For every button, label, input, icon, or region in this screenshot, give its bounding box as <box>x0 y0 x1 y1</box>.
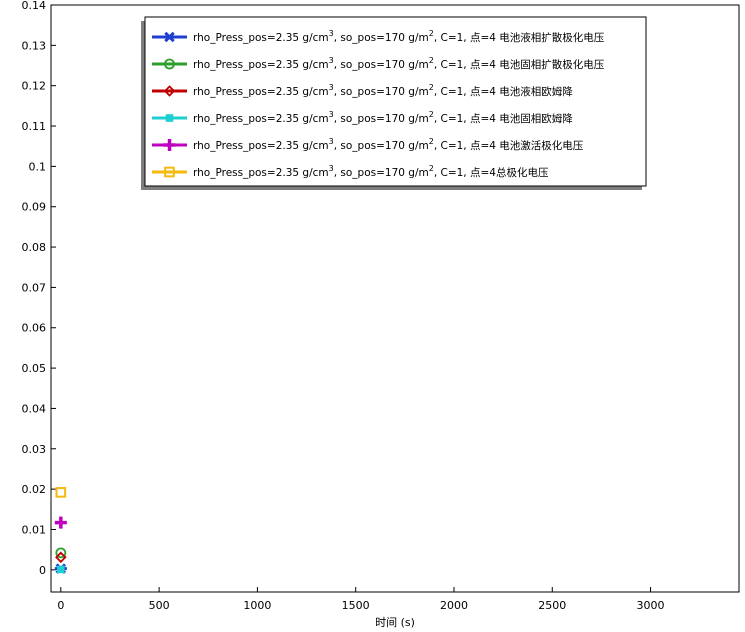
y-tick-label: 0.08 <box>22 241 47 254</box>
y-tick-label: 0.12 <box>22 80 47 93</box>
x-tick-label: 0 <box>57 599 64 612</box>
data-point-5 <box>54 516 67 529</box>
x-tick-label: 2000 <box>440 599 468 612</box>
legend-label: rho_Press_pos=2.35 g/cm3, so_pos=170 g/m… <box>193 110 573 125</box>
legend-label: rho_Press_pos=2.35 g/cm3, so_pos=170 g/m… <box>193 164 549 179</box>
legend-item-3: rho_Press_pos=2.35 g/cm3, so_pos=170 g/m… <box>152 83 573 98</box>
legend-item-4: rho_Press_pos=2.35 g/cm3, so_pos=170 g/m… <box>152 110 573 125</box>
legend-item-6: rho_Press_pos=2.35 g/cm3, so_pos=170 g/m… <box>152 164 549 179</box>
x-axis-title: 时间 (s) <box>375 616 415 629</box>
y-tick-label: 0.14 <box>22 0 47 12</box>
legend-marker <box>163 139 176 151</box>
y-tick-label: 0.07 <box>22 281 47 294</box>
y-tick-label: 0.01 <box>22 523 47 536</box>
data-point-6 <box>55 487 67 498</box>
legend-label: rho_Press_pos=2.35 g/cm3, so_pos=170 g/m… <box>193 56 605 71</box>
y-tick-label: 0.13 <box>22 39 47 52</box>
legend-label: rho_Press_pos=2.35 g/cm3, so_pos=170 g/m… <box>193 83 573 98</box>
y-tick-label: 0.06 <box>22 322 47 335</box>
legend-marker <box>164 166 175 178</box>
x-tick-label: 2500 <box>538 599 566 612</box>
y-tick-label: 0.05 <box>22 362 47 375</box>
legend-marker <box>164 58 175 70</box>
legend-item-2: rho_Press_pos=2.35 g/cm3, so_pos=170 g/m… <box>152 56 605 71</box>
y-axis: 0 0.01 0.02 0.03 0.04 0.05 0.06 0.07 0.08 0.09 0.1… <box>22 0 56 577</box>
y-tick-label: 0 <box>39 564 46 577</box>
y-tick-label: 0.02 <box>22 483 47 496</box>
data-points <box>54 487 67 574</box>
legend: rho_Press_pos=2.35 g/cm3, so_pos=170 g/m… <box>141 16 647 190</box>
x-tick-label: 1500 <box>342 599 370 612</box>
y-tick-label: 0.03 <box>22 443 47 456</box>
legend-label: rho_Press_pos=2.35 g/cm3, so_pos=170 g/m… <box>193 137 584 152</box>
legend-label: rho_Press_pos=2.35 g/cm3, so_pos=170 g/m… <box>193 29 605 44</box>
x-tick-label: 500 <box>149 599 170 612</box>
y-tick-label: 0.1 <box>29 160 47 173</box>
data-point-4 <box>57 565 65 574</box>
x-tick-label: 1000 <box>243 599 271 612</box>
y-tick-label: 0.11 <box>22 120 47 133</box>
legend-marker <box>163 31 176 43</box>
x-axis: 0 500 1000 1500 2000 2500 3000 <box>57 587 665 612</box>
y-tick-label: 0.04 <box>22 402 47 415</box>
data-point-2 <box>55 547 67 559</box>
legend-item-1: rho_Press_pos=2.35 g/cm3, so_pos=170 g/m… <box>152 29 605 44</box>
legend-item-5: rho_Press_pos=2.35 g/cm3, so_pos=170 g/m… <box>152 137 584 152</box>
legend-marker <box>163 85 176 97</box>
legend-box <box>144 16 647 187</box>
legend-marker <box>165 114 174 122</box>
y-tick-label: 0.09 <box>22 201 47 214</box>
x-tick-label: 3000 <box>637 599 665 612</box>
data-point-3 <box>55 551 67 564</box>
